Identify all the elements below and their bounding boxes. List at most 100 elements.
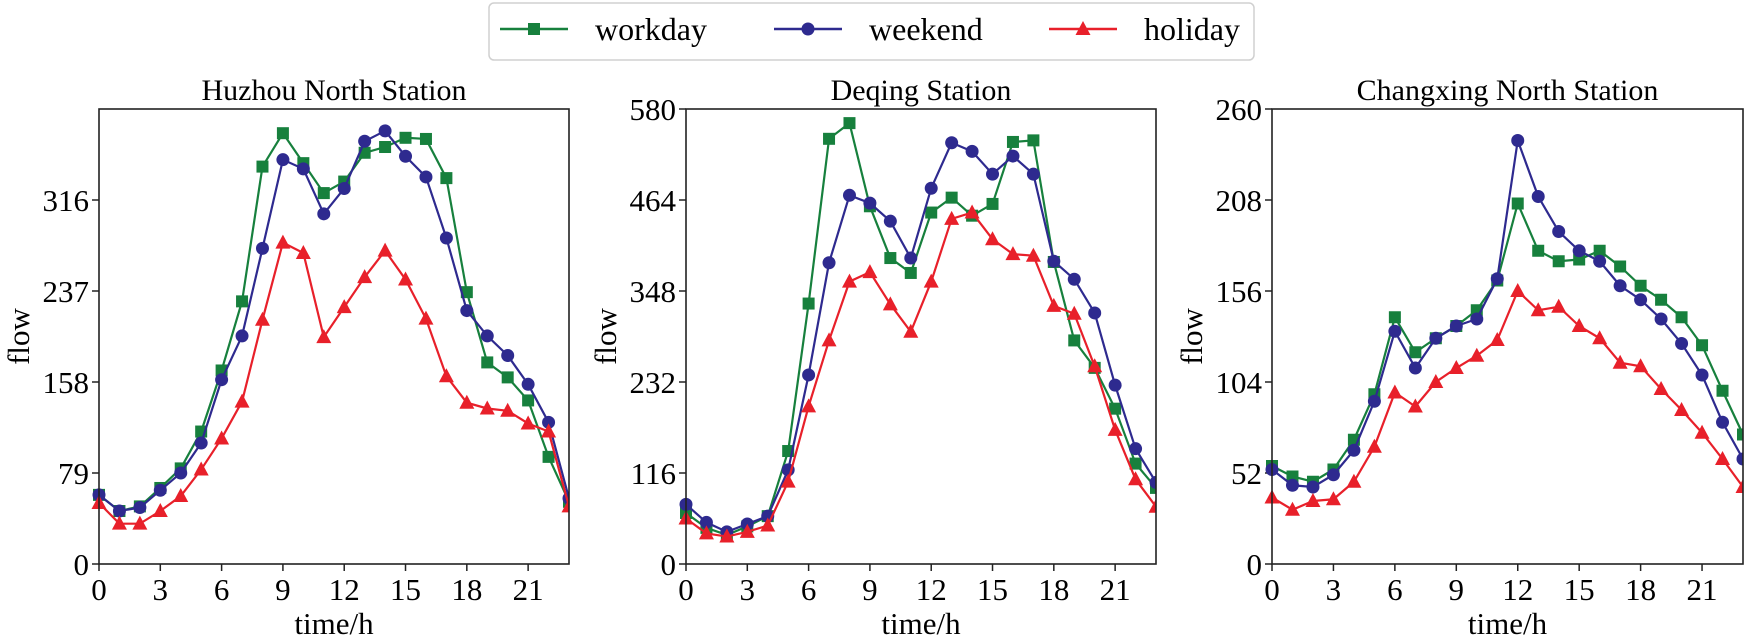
data-point-workday xyxy=(843,117,856,130)
data-point-workday xyxy=(522,394,535,407)
series-holiday xyxy=(91,234,569,530)
data-point-workday xyxy=(317,187,330,200)
y-axis-label: flow xyxy=(1,307,36,364)
data-point-weekend xyxy=(883,214,897,228)
data-point-holiday xyxy=(438,368,454,383)
data-point-workday xyxy=(986,197,999,210)
y-axis-label: flow xyxy=(1174,307,1209,364)
data-point-weekend xyxy=(153,483,167,497)
data-point-holiday xyxy=(1284,501,1300,516)
data-point-holiday xyxy=(1407,398,1423,413)
y-tick-label: 158 xyxy=(43,365,90,400)
data-point-weekend xyxy=(1490,272,1504,286)
legend-label-weekend: weekend xyxy=(869,11,983,47)
panel-3: Changxing North Station 0 3 6 9 12 15 18 21 0 52 10… xyxy=(1174,74,1744,641)
data-point-weekend xyxy=(480,329,494,343)
data-point-holiday xyxy=(923,273,939,288)
data-point-weekend xyxy=(112,504,126,518)
data-point-workday xyxy=(1068,334,1081,347)
data-point-holiday xyxy=(1387,384,1403,399)
x-axis-label: time/h xyxy=(1468,606,1548,641)
data-point-workday xyxy=(1614,260,1627,273)
series-holiday xyxy=(1264,283,1743,516)
data-point-workday xyxy=(823,132,836,145)
data-point-weekend xyxy=(924,181,938,195)
data-point-holiday xyxy=(275,234,291,249)
y-tick-label: 316 xyxy=(43,183,90,218)
x-tick-label: 9 xyxy=(1449,572,1465,607)
x-tick-label: 0 xyxy=(91,572,107,607)
data-point-holiday xyxy=(903,323,919,338)
data-point-workday xyxy=(256,160,269,173)
data-point-holiday xyxy=(398,271,414,286)
data-point-holiday xyxy=(1366,438,1382,453)
series-holiday xyxy=(678,204,1156,543)
panels: Huzhou North Station 0 3 6 9 12 15 18 21 0 79 158 23… xyxy=(1,74,1744,641)
data-point-holiday xyxy=(841,273,857,288)
data-point-holiday xyxy=(1735,479,1743,493)
data-point-weekend xyxy=(965,144,979,158)
data-point-holiday xyxy=(1653,381,1669,395)
data-point-holiday xyxy=(500,402,516,417)
x-tick-label: 15 xyxy=(390,572,421,607)
data-point-holiday xyxy=(1148,498,1156,513)
data-point-holiday xyxy=(357,269,373,284)
data-point-holiday xyxy=(862,264,878,279)
legend: workday weekend holiday xyxy=(488,2,1255,61)
y-tick-label: 0 xyxy=(661,547,677,582)
data-point-holiday xyxy=(152,503,168,518)
data-point-weekend xyxy=(378,124,392,138)
data-point-workday xyxy=(1696,339,1709,352)
data-point-holiday xyxy=(377,242,393,257)
data-point-holiday xyxy=(944,210,960,225)
data-point-workday xyxy=(1716,384,1729,397)
legend-entry-weekend: weekend xyxy=(774,11,983,47)
data-point-holiday xyxy=(541,423,557,438)
panel-1: Huzhou North Station 0 3 6 9 12 15 18 21 0 79 158 23… xyxy=(1,74,570,641)
data-point-weekend xyxy=(521,377,535,391)
data-point-workday xyxy=(1675,311,1688,324)
data-point-weekend xyxy=(174,466,188,480)
data-point-workday xyxy=(1655,293,1668,306)
y-tick-label: 232 xyxy=(630,365,677,400)
data-point-weekend xyxy=(296,162,310,176)
data-point-holiday xyxy=(1674,402,1690,416)
data-point-weekend xyxy=(802,368,816,382)
data-point-weekend xyxy=(215,373,229,387)
x-tick-label: 9 xyxy=(862,572,878,607)
panel-2: Deqing Station 0 3 6 9 12 15 18 21 0 116 232 348 464 5… xyxy=(588,74,1157,641)
legend-frame xyxy=(488,2,1255,61)
data-point-weekend xyxy=(419,170,433,184)
y-axis-label: flow xyxy=(588,307,623,364)
legend-marker-workday xyxy=(528,23,540,35)
data-point-holiday xyxy=(821,332,837,347)
y-tick-label: 0 xyxy=(1247,547,1263,582)
data-point-holiday xyxy=(1005,246,1021,261)
x-tick-label: 21 xyxy=(1687,572,1718,607)
x-tick-label: 0 xyxy=(1264,572,1280,607)
data-point-weekend xyxy=(1047,254,1061,268)
data-point-holiday xyxy=(1128,471,1144,486)
data-point-weekend xyxy=(399,149,413,163)
data-point-weekend xyxy=(235,329,249,343)
data-point-holiday xyxy=(1428,374,1444,388)
series-line-holiday xyxy=(685,211,1156,538)
data-point-workday xyxy=(1109,402,1122,415)
y-tick-label: 208 xyxy=(1216,183,1263,218)
series-line-weekend xyxy=(685,141,1156,534)
data-point-weekend xyxy=(255,241,269,255)
data-point-workday xyxy=(419,132,432,145)
data-point-workday xyxy=(379,141,392,154)
data-point-holiday xyxy=(214,430,230,445)
series-line-holiday xyxy=(1271,289,1743,511)
data-point-holiday xyxy=(1087,358,1103,373)
data-point-holiday xyxy=(1612,354,1628,369)
data-point-holiday xyxy=(1025,247,1041,262)
data-point-weekend xyxy=(501,349,515,363)
data-point-weekend xyxy=(439,231,453,245)
data-point-weekend xyxy=(863,196,877,210)
data-point-holiday xyxy=(1715,451,1731,465)
y-tick-label: 0 xyxy=(74,547,90,582)
data-point-weekend xyxy=(1006,149,1020,163)
